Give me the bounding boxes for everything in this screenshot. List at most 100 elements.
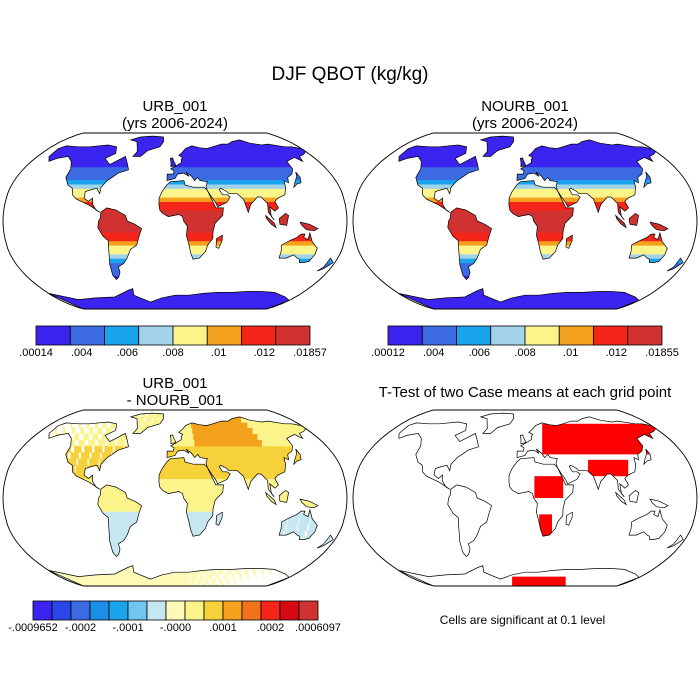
colorbar-tick-label: .01855 [645,347,679,359]
panel-title-line2: - NOURB_001 [126,392,224,409]
colorbar-swatch [206,325,242,346]
colorbar-tick-label: .008 [514,347,536,359]
colorbar-swatch [51,600,72,621]
significant-region [539,514,553,537]
colorbar-tick-label: .00014 [19,347,53,359]
panel-title-urb: URB_001 (yrs 2006-2024) [25,98,325,132]
colorbar-swatch [260,600,281,621]
panel-title-line1: URB_001 [142,98,208,115]
landmass-namerica [398,421,479,490]
figure-title: DJF QBOT (kg/kg) [271,64,429,85]
colorbar-swatch [138,325,174,346]
colorbar-tick-label: .004 [70,347,93,359]
significant-region [588,459,629,477]
coastline [398,144,479,213]
panel-title-line2: (yrs 2006-2024) [122,115,228,132]
coastline [479,135,514,157]
coastline [48,565,290,586]
colorbar [387,325,663,346]
colorbar-swatch [490,325,526,346]
colorbar-tick-label: -.0002 [64,622,97,634]
coastline [278,508,318,540]
landmass-madagascar [565,511,573,526]
colorbar-swatch [298,600,319,621]
landmass-japan [643,448,652,466]
coastline [48,288,290,309]
map-panel-nourb [352,132,698,310]
colorbar-tick-label: .01857 [293,347,327,359]
coastline [508,180,574,260]
colorbar-swatch [203,600,224,621]
coastline [643,448,652,466]
significance-note: Cells are significant at 0.1 level [439,613,606,627]
map-border [2,409,348,587]
coastline [278,489,289,503]
map-border [352,409,698,587]
coastline [519,434,527,445]
significant-region [534,476,564,498]
colorbar-tick-label: .006 [468,347,491,359]
coastline [519,157,527,168]
colorbar-tick-label: .0001 [209,622,237,634]
colorbar [32,600,319,621]
coastline [48,421,129,490]
colorbar-swatch [241,325,277,346]
panel-title-nourb: NOURB_001 (yrs 2006-2024) [375,98,675,132]
landmass-africa [508,457,574,537]
coastline [166,139,307,221]
coastline [316,534,334,549]
coastline [169,434,177,445]
coastline [316,257,334,272]
coastline [293,171,302,189]
coastline [447,207,493,281]
coastline [158,457,224,537]
colorbar-swatch [32,600,53,621]
colorbar-tick-label: -.0000 [159,622,192,634]
coastline [278,212,289,226]
coastline [215,511,223,526]
colorbar-swatch [222,600,243,621]
coastline [48,144,129,213]
coastline [516,416,657,498]
colorbar-swatch [275,325,311,346]
panel-title-line1: URB_001 [142,375,208,392]
map-border [352,132,698,310]
coastline [158,180,224,260]
landmass-britain [519,434,527,445]
coastline [265,214,277,229]
coastline [565,234,573,249]
colorbar-swatch [35,325,71,346]
landmass-newzealand [666,534,684,549]
panel-title-ttest: T-Test of two Case means at each grid po… [378,384,672,401]
panel-title-line1: NOURB_001 [481,98,569,115]
colorbar-swatch [279,600,300,621]
coastline [278,231,318,263]
colorbar-swatch [108,600,129,621]
colorbar-tick-label: .008 [162,347,184,359]
colorbar-swatch [524,325,560,346]
panel-title-line2: (yrs 2006-2024) [472,115,578,132]
coastline [293,448,302,466]
map-panel-diff [2,409,348,587]
landmass-samerica [447,484,493,558]
panel-title-diff: URB_001 - NOURB_001 [25,375,325,409]
coastline [508,457,574,537]
coastline [565,511,573,526]
coastline [666,257,684,272]
colorbar-swatch [593,325,629,346]
colorbar-tick-label: .004 [422,347,445,359]
coastline [129,135,164,157]
colorbar-swatch [146,600,167,621]
colorbar-swatch [70,600,91,621]
coastline [398,421,479,490]
colorbar-swatch [89,600,110,621]
colorbar-tick-label: .01 [563,347,579,359]
colorbar-swatch [241,600,262,621]
coastline [628,508,668,540]
colorbar-swatch [456,325,492,346]
colorbar-tick-label: .012 [605,347,628,359]
coastline [628,212,639,226]
significant-region [512,576,566,586]
coastline [516,139,657,221]
